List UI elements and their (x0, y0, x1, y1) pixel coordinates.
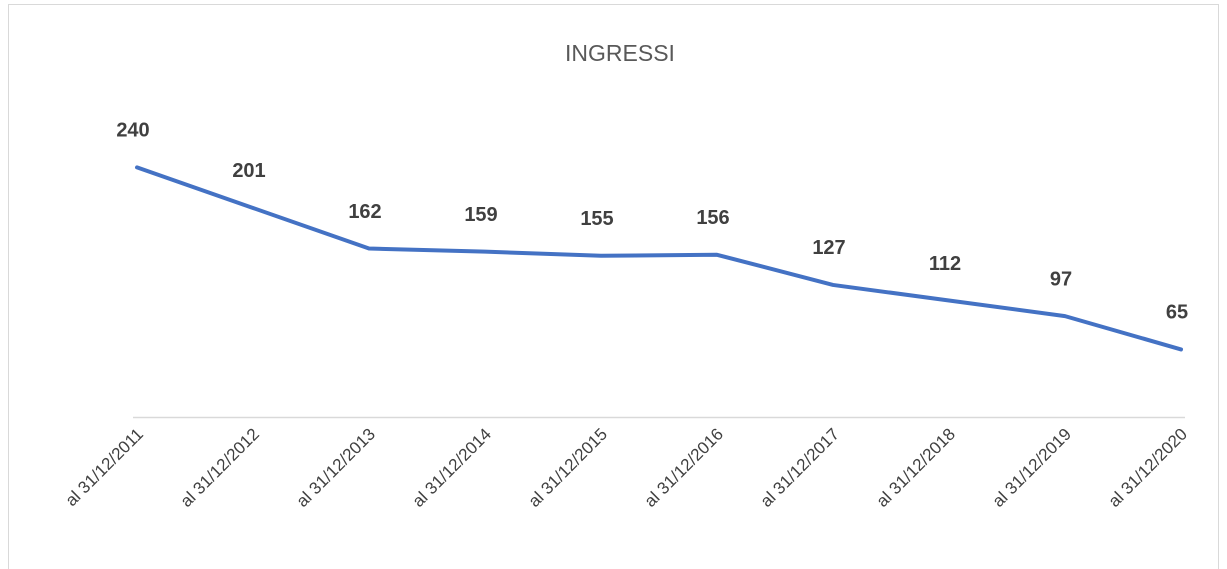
data-label: 97 (1050, 268, 1072, 290)
data-label: 127 (812, 237, 845, 259)
data-label: 156 (696, 207, 729, 229)
data-line (135, 165, 1183, 352)
chart-title: INGRESSI (565, 40, 675, 66)
chart-border (8, 4, 1219, 569)
data-label: 65 (1166, 302, 1188, 324)
data-label: 112 (929, 253, 961, 275)
data-label: 159 (464, 204, 497, 226)
data-label: 201 (232, 160, 265, 182)
data-label: 155 (580, 208, 613, 230)
data-label: 240 (116, 120, 149, 142)
data-label: 162 (348, 201, 381, 223)
